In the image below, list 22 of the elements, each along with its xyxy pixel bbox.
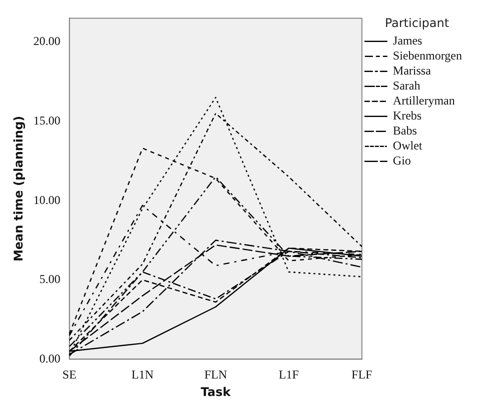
x-tick-label: FLN	[204, 368, 228, 382]
x-tick-label: SE	[62, 368, 76, 382]
legend-label: Sarah	[392, 78, 420, 93]
x-tick-label: L1F	[278, 368, 300, 382]
legend-label: James	[392, 34, 423, 48]
legend-label: Gio	[392, 154, 411, 168]
y-tick-label: 10.00	[33, 192, 60, 207]
y-tick-label: 5.00	[39, 272, 60, 286]
legend-label: Siebenmorgen	[392, 48, 462, 63]
legend-title: Participant	[384, 16, 450, 30]
y-tick-label: 0.00	[39, 351, 60, 366]
legend-label: Owlet	[392, 138, 423, 153]
y-axis-title: Mean time (planning)	[11, 116, 26, 262]
y-tick-label: 20.00	[33, 34, 60, 48]
legend-label: Artilleryman	[392, 94, 455, 108]
x-tick-label: FLF	[352, 368, 373, 382]
legend-label: Marissa	[392, 64, 432, 78]
y-tick-label: 15.00	[33, 113, 60, 128]
legend-label: Krebs	[392, 108, 422, 123]
legend-label: Babs	[392, 124, 418, 138]
x-tick-label: L1N	[132, 368, 154, 382]
x-axis-title: Task	[200, 384, 232, 399]
